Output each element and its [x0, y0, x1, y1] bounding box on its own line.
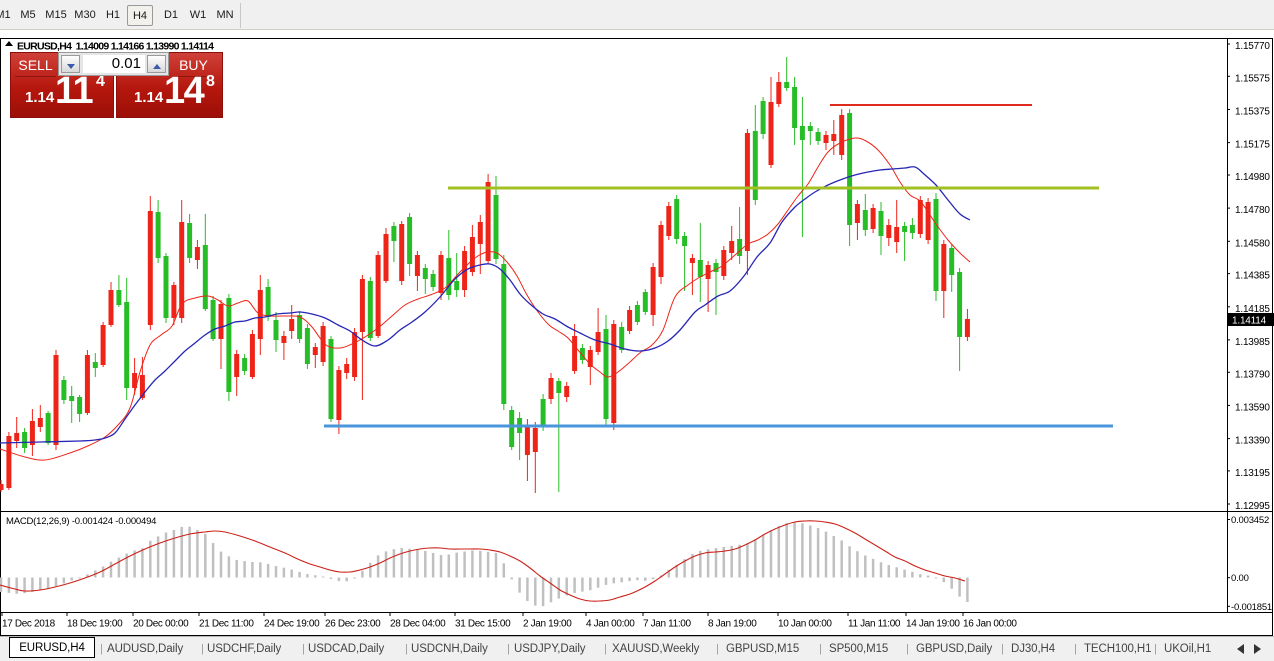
svg-text:1.14980: 1.14980 — [1235, 172, 1270, 183]
svg-text:MACD(12,26,9) -0.001424 -0.000: MACD(12,26,9) -0.001424 -0.000494 — [6, 516, 156, 527]
svg-text:18 Dec 19:00: 18 Dec 19:00 — [67, 619, 123, 630]
svg-text:2 Jan 19:00: 2 Jan 19:00 — [523, 619, 572, 630]
svg-text:8 Jan 19:00: 8 Jan 19:00 — [708, 619, 757, 630]
svg-text:10 Jan 00:00: 10 Jan 00:00 — [778, 619, 832, 630]
svg-text:1.13790: 1.13790 — [1235, 369, 1270, 380]
svg-text:11 Jan 11:00: 11 Jan 11:00 — [848, 619, 901, 630]
svg-text:26 Dec 23:00: 26 Dec 23:00 — [325, 619, 381, 630]
svg-text:1.13390: 1.13390 — [1235, 436, 1270, 447]
svg-text:31 Dec 15:00: 31 Dec 15:00 — [455, 619, 511, 630]
svg-text:17 Dec 2018: 17 Dec 2018 — [2, 619, 56, 630]
svg-text:0.003452: 0.003452 — [1231, 515, 1269, 526]
svg-text:1.15770: 1.15770 — [1235, 41, 1270, 52]
svg-text:1.13195: 1.13195 — [1235, 468, 1270, 479]
svg-text:14 Jan 19:00: 14 Jan 19:00 — [906, 619, 960, 630]
svg-text:21 Dec 11:00: 21 Dec 11:00 — [199, 619, 254, 630]
svg-text:24 Dec 19:00: 24 Dec 19:00 — [264, 619, 320, 630]
svg-text:28 Dec 04:00: 28 Dec 04:00 — [390, 619, 446, 630]
svg-text:1.14385: 1.14385 — [1235, 271, 1270, 282]
svg-text:1.12995: 1.12995 — [1235, 501, 1270, 512]
svg-text:1.15575: 1.15575 — [1235, 73, 1270, 84]
svg-text:1.14185: 1.14185 — [1235, 304, 1270, 315]
svg-text:1.14580: 1.14580 — [1235, 238, 1270, 249]
svg-text:4 Jan 00:00: 4 Jan 00:00 — [586, 619, 635, 630]
svg-text:20 Dec 00:00: 20 Dec 00:00 — [133, 619, 189, 630]
svg-text:-0.001851: -0.001851 — [1231, 602, 1272, 613]
svg-text:1.13985: 1.13985 — [1235, 337, 1270, 348]
svg-text:1.13590: 1.13590 — [1235, 402, 1270, 413]
svg-text:1.15175: 1.15175 — [1235, 140, 1270, 151]
svg-text:1.14114: 1.14114 — [1232, 316, 1267, 327]
svg-text:1.14780: 1.14780 — [1235, 205, 1270, 216]
svg-text:7 Jan 11:00: 7 Jan 11:00 — [643, 619, 691, 630]
svg-text:1.15375: 1.15375 — [1235, 107, 1270, 118]
svg-text:16 Jan 00:00: 16 Jan 00:00 — [963, 619, 1017, 630]
svg-text:EURUSD,H4 1.14009 1.14166 1.1: EURUSD,H4 1.14009 1.14166 1.13990 1.1411… — [17, 41, 214, 53]
svg-text:0.00: 0.00 — [1231, 573, 1249, 584]
